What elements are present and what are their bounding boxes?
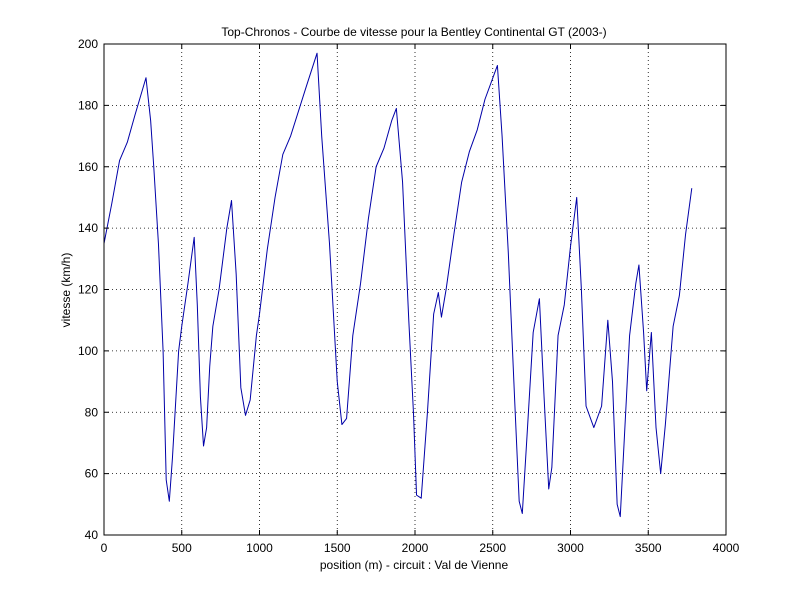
- y-tick-label: 180: [78, 98, 98, 112]
- y-tick-label: 60: [85, 467, 99, 481]
- x-tick-label: 3500: [635, 541, 662, 555]
- x-tick-label: 1500: [324, 541, 351, 555]
- y-tick-label: 140: [78, 221, 98, 235]
- y-tick-label: 200: [78, 37, 98, 51]
- y-tick-label: 100: [78, 344, 98, 358]
- chart-title: Top-Chronos - Courbe de vitesse pour la …: [221, 25, 606, 39]
- x-axis-label: position (m) - circuit : Val de Vienne: [320, 558, 509, 572]
- x-tick-label: 500: [172, 541, 192, 555]
- y-tick-label: 40: [85, 528, 99, 542]
- x-tick-label: 2500: [479, 541, 506, 555]
- y-axis-ticks: 40 60 80 100 120 140 160 180 200: [78, 37, 726, 542]
- x-tick-label: 3000: [557, 541, 584, 555]
- y-tick-label: 80: [85, 405, 99, 419]
- x-tick-label: 4000: [713, 541, 740, 555]
- x-tick-label: 2000: [402, 541, 429, 555]
- x-tick-label: 0: [101, 541, 108, 555]
- speed-series-line: [103, 52, 693, 518]
- series-layer: [103, 52, 693, 518]
- y-tick-label: 120: [78, 283, 98, 297]
- x-axis-ticks: 0 500 1000 1500 2000 2500 3000 3500 4000: [101, 44, 740, 555]
- y-axis-label: vitesse (km/h): [59, 253, 73, 328]
- y-tick-label: 160: [78, 160, 98, 174]
- x-tick-label: 1000: [246, 541, 273, 555]
